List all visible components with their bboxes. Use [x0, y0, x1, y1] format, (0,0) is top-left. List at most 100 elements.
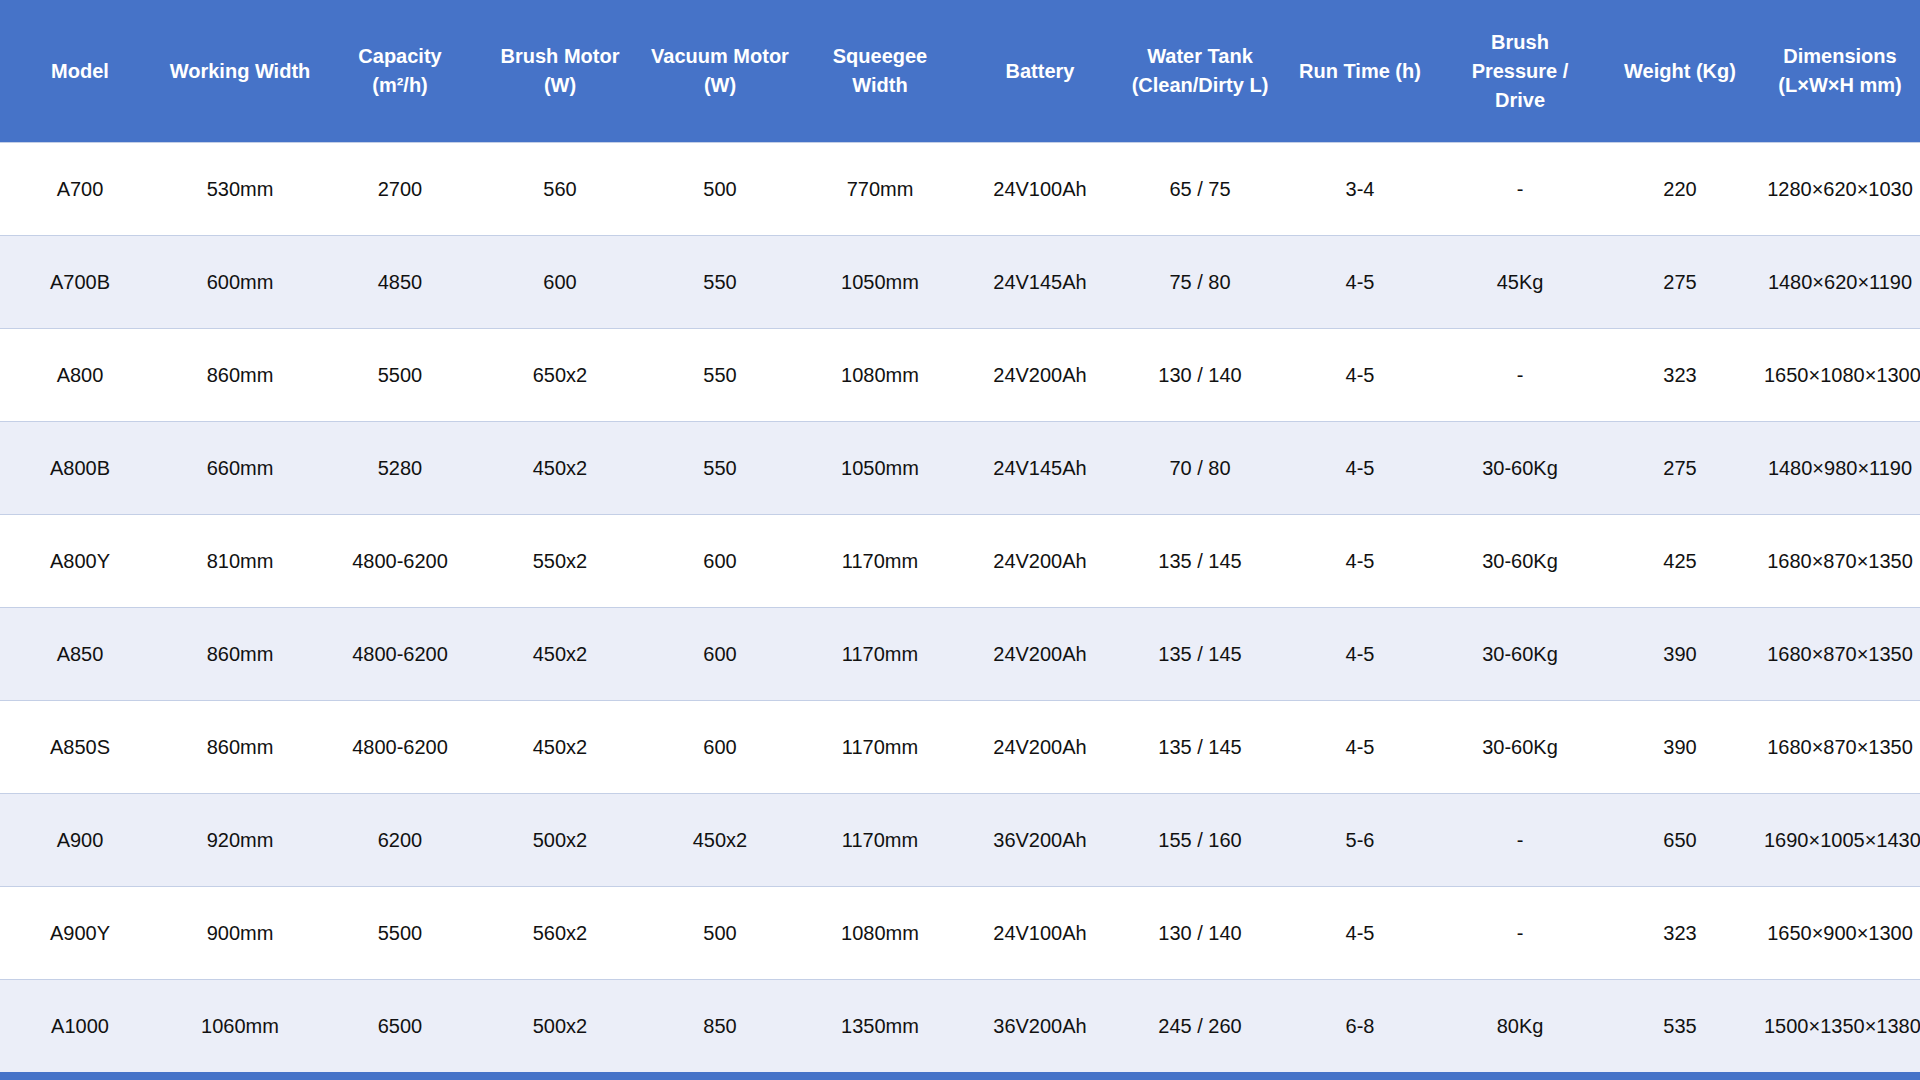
table-cell: 45Kg	[1440, 236, 1600, 329]
table-cell: 24V200Ah	[960, 701, 1120, 794]
table-cell: 4800-6200	[320, 701, 480, 794]
table-cell: 1080mm	[800, 887, 960, 980]
table-cell: 600mm	[160, 236, 320, 329]
column-header-7: Battery	[960, 0, 1120, 143]
table-cell: 220	[1600, 143, 1760, 236]
table-cell: 323	[1600, 329, 1760, 422]
table-cell: 1170mm	[800, 608, 960, 701]
table-cell: 1680×870×1350	[1760, 515, 1920, 608]
table-cell: 36V200Ah	[960, 794, 1120, 887]
table-cell: 135 / 145	[1120, 515, 1280, 608]
column-header-2: Working Width	[160, 0, 320, 143]
table-cell: -	[1440, 887, 1600, 980]
table-cell: 500	[640, 143, 800, 236]
table-cell: 6500	[320, 980, 480, 1073]
column-header-11: Weight (Kg)	[1600, 0, 1760, 143]
header-row: ModelWorking WidthCapacity (m²/h)Brush M…	[0, 0, 1920, 143]
table-cell: A700	[0, 143, 160, 236]
table-cell: 24V200Ah	[960, 515, 1120, 608]
column-header-1: Model	[0, 0, 160, 143]
table-row-A800Y: A800Y810mm4800-6200550x26001170mm24V200A…	[0, 515, 1920, 608]
table-cell: A1000	[0, 980, 160, 1073]
table-cell: A700B	[0, 236, 160, 329]
table-cell: 80Kg	[1440, 980, 1600, 1073]
table-cell: 860mm	[160, 608, 320, 701]
table-cell: 860mm	[160, 329, 320, 422]
table-cell: 600	[640, 515, 800, 608]
table-cell: 275	[1600, 236, 1760, 329]
table-cell: 1170mm	[800, 794, 960, 887]
table-cell: 323	[1600, 887, 1760, 980]
table-cell: 660mm	[160, 422, 320, 515]
table-cell: 500x2	[480, 980, 640, 1073]
column-header-12: Dimensions (L×W×H mm)	[1760, 0, 1920, 143]
table-cell: 770mm	[800, 143, 960, 236]
table-cell: 550x2	[480, 515, 640, 608]
table-cell: 1080mm	[800, 329, 960, 422]
table-cell: 4-5	[1280, 422, 1440, 515]
table-cell: 550	[640, 422, 800, 515]
table-cell: 24V145Ah	[960, 422, 1120, 515]
table-cell: 4-5	[1280, 515, 1440, 608]
column-header-4: Brush Motor (W)	[480, 0, 640, 143]
table-cell: 5-6	[1280, 794, 1440, 887]
table-cell: 1500×1350×1380	[1760, 980, 1920, 1073]
table-cell: 560x2	[480, 887, 640, 980]
table-cell: A900	[0, 794, 160, 887]
table-row-A900: A900920mm6200500x2450x21170mm36V200Ah155…	[0, 794, 1920, 887]
table-cell: 65 / 75	[1120, 143, 1280, 236]
table-cell: 390	[1600, 608, 1760, 701]
table-cell: 450x2	[480, 608, 640, 701]
column-header-9: Run Time (h)	[1280, 0, 1440, 143]
table-cell: A850	[0, 608, 160, 701]
table-cell: 530mm	[160, 143, 320, 236]
column-header-10: Brush Pressure / Drive	[1440, 0, 1600, 143]
table-row-A850S: A850S860mm4800-6200450x26001170mm24V200A…	[0, 701, 1920, 794]
table-cell: 4-5	[1280, 608, 1440, 701]
table-cell: 75 / 80	[1120, 236, 1280, 329]
table-cell: 1170mm	[800, 515, 960, 608]
table-cell: 4-5	[1280, 701, 1440, 794]
table-cell: 135 / 145	[1120, 608, 1280, 701]
table-row-A700B: A700B600mm48506005501050mm24V145Ah75 / 8…	[0, 236, 1920, 329]
table-cell: 650	[1600, 794, 1760, 887]
table-cell: -	[1440, 794, 1600, 887]
table-cell: 1680×870×1350	[1760, 608, 1920, 701]
table-cell: 155 / 160	[1120, 794, 1280, 887]
table-cell: 1350mm	[800, 980, 960, 1073]
table-cell: 550	[640, 329, 800, 422]
table-cell: 275	[1600, 422, 1760, 515]
table-cell: 1650×1080×1300	[1760, 329, 1920, 422]
table-cell: A850S	[0, 701, 160, 794]
table-cell: 1680×870×1350	[1760, 701, 1920, 794]
table-cell: 4800-6200	[320, 608, 480, 701]
table-cell: 600	[480, 236, 640, 329]
table-cell: 1060mm	[160, 980, 320, 1073]
table-cell: 4800-6200	[320, 515, 480, 608]
column-header-3: Capacity (m²/h)	[320, 0, 480, 143]
table-cell: 135 / 145	[1120, 701, 1280, 794]
table-cell: 24V200Ah	[960, 329, 1120, 422]
table-cell: 4-5	[1280, 887, 1440, 980]
table-cell: 920mm	[160, 794, 320, 887]
table-cell: 450x2	[640, 794, 800, 887]
table-cell: 500x2	[480, 794, 640, 887]
column-header-5: Vacuum Motor (W)	[640, 0, 800, 143]
table-cell: 24V200Ah	[960, 608, 1120, 701]
table-cell: A800	[0, 329, 160, 422]
table-cell: 70 / 80	[1120, 422, 1280, 515]
table-cell: 4-5	[1280, 329, 1440, 422]
table-cell: 24V100Ah	[960, 887, 1120, 980]
table-cell: 535	[1600, 980, 1760, 1073]
table-cell: 1650×900×1300	[1760, 887, 1920, 980]
table-cell: 450x2	[480, 701, 640, 794]
table-cell: 600	[640, 608, 800, 701]
spec-table-body: A700530mm2700560500770mm24V100Ah65 / 753…	[0, 143, 1920, 1073]
table-cell: 810mm	[160, 515, 320, 608]
table-cell: 4850	[320, 236, 480, 329]
table-cell: 500	[640, 887, 800, 980]
table-cell: A900Y	[0, 887, 160, 980]
table-cell: 130 / 140	[1120, 887, 1280, 980]
table-cell: 4-5	[1280, 236, 1440, 329]
table-row-A900Y: A900Y900mm5500560x25001080mm24V100Ah130 …	[0, 887, 1920, 980]
